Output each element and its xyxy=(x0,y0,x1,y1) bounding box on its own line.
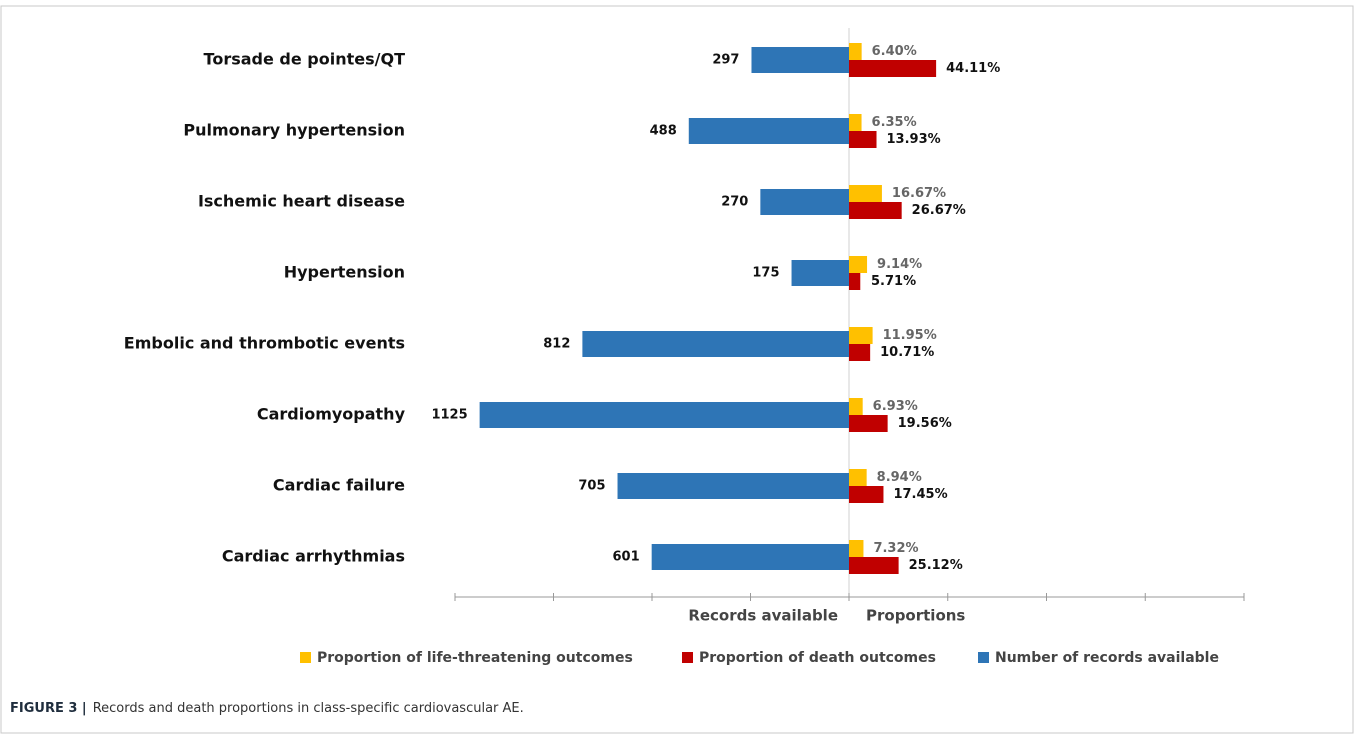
records-bar xyxy=(751,47,849,73)
caption: FIGURE 3 | Records and death proportions … xyxy=(10,701,524,716)
value-label: 812 xyxy=(543,337,570,352)
category-label: Cardiac failure xyxy=(273,476,405,495)
x-axis-label: Records available xyxy=(688,607,838,625)
value-label: 5.71% xyxy=(871,274,916,289)
category-label: Hypertension xyxy=(284,263,405,282)
records-bar xyxy=(688,118,849,144)
category-label: Torsade de pointes/QT xyxy=(204,50,406,69)
life-threatening-bar xyxy=(849,540,864,557)
value-label: 25.12% xyxy=(909,558,963,573)
value-label: 7.32% xyxy=(873,541,918,556)
category-label: Cardiac arrhythmias xyxy=(222,547,405,566)
life-threatening-bar xyxy=(849,43,862,60)
category-label: Embolic and thrombotic events xyxy=(124,334,405,353)
death-bar xyxy=(849,486,884,503)
value-label: 705 xyxy=(578,479,605,494)
category-label: Pulmonary hypertension xyxy=(183,121,405,140)
death-bar xyxy=(849,202,902,219)
records-bar xyxy=(791,260,849,286)
death-bar xyxy=(849,415,888,432)
records-bar xyxy=(760,189,849,215)
value-label: 13.93% xyxy=(887,132,941,147)
death-bar xyxy=(849,557,899,574)
life-threatening-bar xyxy=(849,327,873,344)
value-label: 270 xyxy=(721,195,748,210)
legend-swatch xyxy=(300,652,311,663)
value-label: 488 xyxy=(650,124,677,139)
value-label: 1125 xyxy=(431,408,467,423)
legend-label: Proportion of death outcomes xyxy=(699,650,936,666)
value-label: 17.45% xyxy=(893,487,947,502)
legend-label: Number of records available xyxy=(995,650,1219,666)
value-label: 19.56% xyxy=(898,416,952,431)
value-label: 6.35% xyxy=(872,115,917,130)
value-label: 26.67% xyxy=(912,203,966,218)
records-bar xyxy=(479,402,849,428)
value-label: 11.95% xyxy=(883,328,937,343)
death-bar xyxy=(849,60,937,77)
records-bar xyxy=(617,473,849,499)
life-threatening-bar xyxy=(849,185,882,202)
category-label: Cardiomyopathy xyxy=(257,405,406,424)
caption-text: Records and death proportions in class-s… xyxy=(93,701,524,716)
x2-axis-label: Proportions xyxy=(866,607,965,625)
value-label: 297 xyxy=(712,53,739,68)
death-bar xyxy=(849,344,871,361)
value-label: 44.11% xyxy=(946,61,1000,76)
value-label: 175 xyxy=(752,266,779,281)
value-label: 8.94% xyxy=(877,470,922,485)
life-threatening-bar xyxy=(849,398,863,415)
value-label: 16.67% xyxy=(892,186,946,201)
frame xyxy=(0,5,1354,734)
value-label: 601 xyxy=(613,550,640,565)
value-label: 6.40% xyxy=(872,44,917,59)
life-threatening-bar xyxy=(849,469,867,486)
caption-label: FIGURE 3 | xyxy=(10,701,87,716)
death-bar xyxy=(849,273,861,290)
records-bar xyxy=(582,331,849,357)
category-label: Ischemic heart disease xyxy=(198,192,405,211)
records-bar xyxy=(651,544,849,570)
value-label: 9.14% xyxy=(877,257,922,272)
legend-swatch xyxy=(978,652,989,663)
value-label: 6.93% xyxy=(873,399,918,414)
legend-swatch xyxy=(682,652,693,663)
value-label: 10.71% xyxy=(880,345,934,360)
death-bar xyxy=(849,131,877,148)
life-threatening-bar xyxy=(849,114,862,131)
life-threatening-bar xyxy=(849,256,868,273)
legend-label: Proportion of life-threatening outcomes xyxy=(317,650,633,666)
